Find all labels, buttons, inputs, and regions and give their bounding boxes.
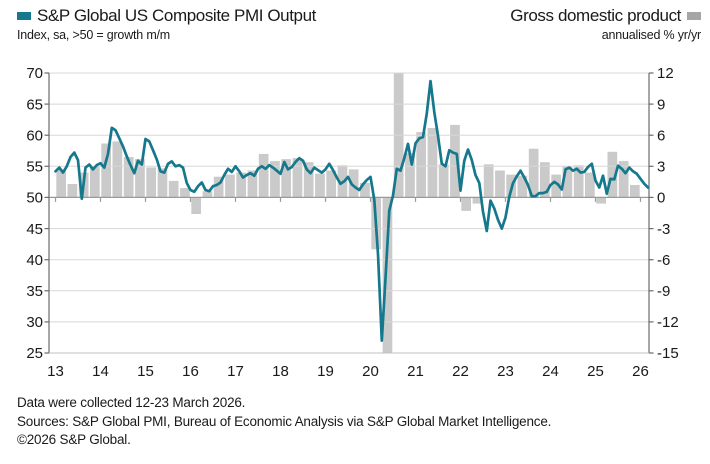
gdp-bar xyxy=(551,174,561,198)
left-axis-label: 35 xyxy=(26,283,43,300)
gdp-bar xyxy=(225,174,235,198)
gdp-bar xyxy=(101,143,111,198)
legend-gdp: Gross domestic product annualised % yr/y… xyxy=(510,6,701,42)
pmi-series-label: S&P Global US Composite PMI Output xyxy=(37,6,316,25)
gdp-bar xyxy=(495,170,505,198)
gdp-bar xyxy=(618,161,629,198)
gdp-bar xyxy=(67,184,78,198)
right-axis-label: -3 xyxy=(657,221,670,238)
gdp-bar xyxy=(146,167,156,198)
gdp-bar xyxy=(438,164,449,198)
left-axis-label: 30 xyxy=(26,314,43,331)
right-axis-label: 3 xyxy=(657,159,665,176)
gdp-bar xyxy=(562,166,573,198)
left-axis-label: 40 xyxy=(26,252,43,269)
x-axis-label: 25 xyxy=(587,363,604,380)
left-axis-label: 55 xyxy=(26,159,43,176)
gdp-bar xyxy=(315,173,325,198)
gdp-bar xyxy=(303,162,314,198)
gdp-bar xyxy=(270,161,280,198)
x-axis-label: 21 xyxy=(407,363,424,380)
right-axis-label: -9 xyxy=(657,283,670,300)
x-axis-label: 26 xyxy=(632,363,649,380)
gdp-bar xyxy=(517,175,528,198)
gdp-legend-swatch-icon xyxy=(687,12,701,20)
gdp-series-label: Gross domestic product xyxy=(510,6,681,25)
gdp-series-sublabel: annualised % yr/yr xyxy=(601,28,701,42)
gdp-bar xyxy=(585,172,595,198)
gdp-bar xyxy=(483,164,494,198)
x-axis-label: 20 xyxy=(362,363,379,380)
legend-pmi: S&P Global US Composite PMI Output Index… xyxy=(17,6,316,42)
gdp-bar xyxy=(213,176,224,198)
gdp-bar xyxy=(56,169,66,198)
left-axis-label: 70 xyxy=(26,65,43,82)
right-axis-label: 6 xyxy=(657,127,665,144)
gdp-bar xyxy=(405,152,415,198)
x-axis-label: 24 xyxy=(542,363,559,380)
x-axis-label: 16 xyxy=(182,363,199,380)
gdp-bar xyxy=(157,168,168,198)
right-axis-label: 9 xyxy=(657,96,665,113)
x-axis-label: 18 xyxy=(272,363,289,380)
gdp-bar xyxy=(326,170,336,198)
gdp-bar xyxy=(416,132,426,198)
gdp-bar xyxy=(135,159,145,198)
left-axis-label: 25 xyxy=(26,345,43,362)
gdp-bar xyxy=(236,172,246,198)
pmi-line xyxy=(54,79,650,342)
gdp-bar xyxy=(540,162,550,198)
x-axis-label: 13 xyxy=(47,363,64,380)
gdp-bar xyxy=(90,166,100,198)
gdp-bar xyxy=(461,197,471,211)
gdp-bar xyxy=(180,188,190,198)
gdp-bar xyxy=(202,191,213,198)
x-axis-label: 23 xyxy=(497,363,514,380)
gdp-bar xyxy=(191,197,201,214)
right-axis-label: -6 xyxy=(657,252,670,269)
chart-header: S&P Global US Composite PMI Output Index… xyxy=(17,6,701,42)
x-axis-label: 15 xyxy=(137,363,154,380)
chart-footnotes: Data were collected 12-23 March 2026. So… xyxy=(17,394,551,450)
left-axis-label: 45 xyxy=(26,221,43,238)
gdp-bar xyxy=(573,165,584,198)
gdp-bar xyxy=(168,180,179,198)
gdp-bar xyxy=(258,153,269,198)
right-axis-label: -15 xyxy=(657,345,679,362)
x-axis-label: 19 xyxy=(317,363,334,380)
gdp-bar xyxy=(596,197,606,204)
x-axis-label: 14 xyxy=(92,363,109,380)
footnote-copyright: ©2026 S&P Global. xyxy=(17,432,131,447)
gdp-bar xyxy=(472,197,483,204)
gdp-bar xyxy=(292,158,303,198)
gdp-bar xyxy=(247,170,258,198)
x-axis-label: 22 xyxy=(452,363,469,380)
left-axis-label: 65 xyxy=(26,96,43,113)
gdp-bar xyxy=(112,141,123,198)
gdp-bar xyxy=(427,128,438,198)
pmi-legend-swatch-icon xyxy=(17,12,31,20)
gdp-bar xyxy=(528,148,539,198)
gdp-bar xyxy=(360,182,370,198)
gdp-bar xyxy=(281,159,291,198)
x-axis-label: 17 xyxy=(227,363,244,380)
footnote-collection: Data were collected 12-23 March 2026. xyxy=(17,395,246,410)
right-axis-label: 12 xyxy=(657,65,674,82)
gdp-bar xyxy=(348,169,359,198)
gdp-bar xyxy=(607,151,618,198)
gdp-bar xyxy=(123,157,134,198)
gdp-bar xyxy=(450,124,460,198)
pmi-series-sublabel: Index, sa, >50 = growth m/m xyxy=(17,28,171,42)
gdp-bar xyxy=(382,197,393,353)
left-axis-label: 50 xyxy=(26,190,43,207)
gdp-bar xyxy=(630,185,640,198)
right-axis-label: -12 xyxy=(657,314,679,331)
right-axis-label: 0 xyxy=(657,190,665,207)
left-axis-label: 60 xyxy=(26,127,43,144)
footnote-sources: Sources: S&P Global PMI, Bureau of Econo… xyxy=(17,413,552,429)
